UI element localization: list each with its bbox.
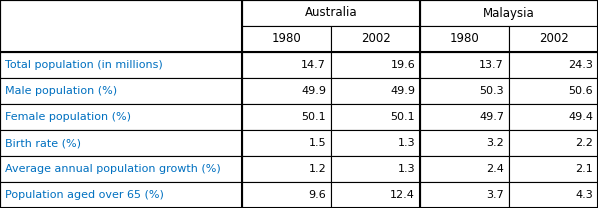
Bar <box>242 52 331 78</box>
Bar <box>0 0 242 52</box>
Text: 2.4: 2.4 <box>486 164 504 174</box>
Bar <box>242 182 331 208</box>
Bar <box>242 0 420 26</box>
Text: 3.2: 3.2 <box>486 138 504 148</box>
Bar <box>420 26 509 52</box>
Text: 2002: 2002 <box>539 32 568 46</box>
Text: Birth rate (%): Birth rate (%) <box>5 138 81 148</box>
Bar <box>331 26 420 52</box>
Text: 9.6: 9.6 <box>309 190 326 200</box>
Text: 1980: 1980 <box>272 32 301 46</box>
Text: 14.7: 14.7 <box>301 60 326 70</box>
Bar <box>509 130 598 156</box>
Text: 50.6: 50.6 <box>568 86 593 96</box>
Bar <box>420 78 509 104</box>
Text: 49.4: 49.4 <box>568 112 593 122</box>
Bar <box>242 130 331 156</box>
Text: 12.4: 12.4 <box>390 190 415 200</box>
Bar <box>0 182 242 208</box>
Bar <box>420 0 598 26</box>
Text: 2.1: 2.1 <box>575 164 593 174</box>
Text: 49.9: 49.9 <box>390 86 415 96</box>
Text: Total population (in millions): Total population (in millions) <box>5 60 163 70</box>
Bar <box>331 156 420 182</box>
Text: 1.3: 1.3 <box>398 138 415 148</box>
Bar <box>420 182 509 208</box>
Text: 24.3: 24.3 <box>568 60 593 70</box>
Bar <box>331 104 420 130</box>
Text: 13.7: 13.7 <box>480 60 504 70</box>
Bar <box>331 78 420 104</box>
Text: 50.1: 50.1 <box>390 112 415 122</box>
Text: 50.3: 50.3 <box>480 86 504 96</box>
Text: 19.6: 19.6 <box>390 60 415 70</box>
Bar <box>242 156 331 182</box>
Text: 1.3: 1.3 <box>398 164 415 174</box>
Text: 49.7: 49.7 <box>479 112 504 122</box>
Text: Average annual population growth (%): Average annual population growth (%) <box>5 164 221 174</box>
Bar <box>242 26 331 52</box>
Bar <box>331 130 420 156</box>
Bar <box>509 52 598 78</box>
Text: 3.7: 3.7 <box>486 190 504 200</box>
Bar <box>420 130 509 156</box>
Text: Australia: Australia <box>305 6 358 20</box>
Text: Malaysia: Malaysia <box>483 6 535 20</box>
Bar <box>242 104 331 130</box>
Text: 50.1: 50.1 <box>301 112 326 122</box>
Text: Male population (%): Male population (%) <box>5 86 117 96</box>
Text: Female population (%): Female population (%) <box>5 112 131 122</box>
Bar <box>420 104 509 130</box>
Bar <box>0 78 242 104</box>
Text: 1.5: 1.5 <box>309 138 326 148</box>
Bar <box>0 130 242 156</box>
Bar <box>0 52 242 78</box>
Text: 4.3: 4.3 <box>575 190 593 200</box>
Bar <box>0 104 242 130</box>
Bar <box>0 156 242 182</box>
Text: 2.2: 2.2 <box>575 138 593 148</box>
Bar <box>420 156 509 182</box>
Bar <box>509 78 598 104</box>
Bar <box>420 52 509 78</box>
Text: Population aged over 65 (%): Population aged over 65 (%) <box>5 190 164 200</box>
Text: 49.9: 49.9 <box>301 86 326 96</box>
Bar <box>509 104 598 130</box>
Bar <box>509 26 598 52</box>
Bar <box>242 78 331 104</box>
Bar <box>331 182 420 208</box>
Bar <box>509 156 598 182</box>
Text: 1.2: 1.2 <box>309 164 326 174</box>
Text: 1980: 1980 <box>450 32 480 46</box>
Text: 2002: 2002 <box>361 32 390 46</box>
Bar <box>509 182 598 208</box>
Bar <box>331 52 420 78</box>
